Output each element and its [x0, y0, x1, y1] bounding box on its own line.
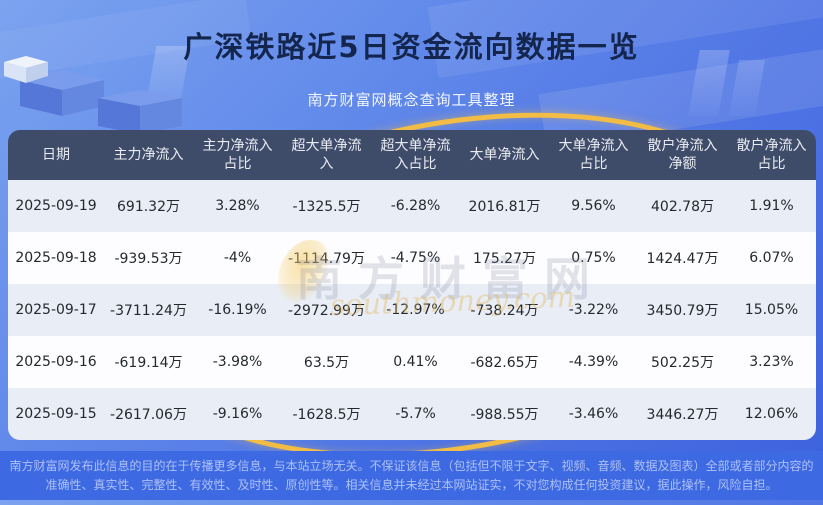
- value-cell: -4.75%: [390, 250, 441, 266]
- table-row: 2025-09-18 -939.53万 -4% -1114.79万 -4.75% 175.…: [8, 232, 816, 284]
- date-cell: 2025-09-16: [15, 354, 97, 370]
- capital-flow-table: 日期 主力净流入 主力净流入占比 超大单净流入 超大单净流入占比 大单净流入 大单净流入占比…: [8, 130, 816, 440]
- date-cell: 2025-09-19: [15, 198, 97, 214]
- date-cell: 2025-09-15: [15, 406, 97, 422]
- value-cell: 3.23%: [749, 354, 794, 370]
- value-cell: -4.39%: [568, 354, 619, 370]
- value-cell: -988.55万: [470, 407, 539, 423]
- value-cell: -1325.5万: [292, 199, 361, 215]
- table-header-row: 日期 主力净流入 主力净流入占比 超大单净流入 超大单净流入占比 大单净流入 大单净流入占比…: [8, 130, 816, 180]
- column-header: 日期: [42, 146, 70, 163]
- value-cell: -682.65万: [470, 355, 539, 371]
- value-cell: -9.16%: [212, 406, 263, 422]
- value-cell: 9.56%: [571, 198, 616, 214]
- value-cell: -3.46%: [568, 406, 619, 422]
- page-header: 广深铁路近5日资金流向数据一览 南方财富网概念查询工具整理: [0, 0, 823, 130]
- footer-disclaimer: 南方财富网发布此信息的目的在于传播更多信息，与本站立场无关。不保证该信息（包括但…: [0, 451, 823, 500]
- column-header: 散户净流入净额: [647, 137, 718, 172]
- date-cell: 2025-09-18: [15, 250, 97, 266]
- value-cell: -1628.5万: [292, 407, 361, 423]
- table-row: 2025-09-17 -3711.24万 -16.19% -2972.99万 -12.9…: [8, 284, 816, 336]
- value-cell: 63.5万: [303, 355, 350, 371]
- value-cell: 0.41%: [393, 354, 438, 370]
- column-header: 大单净流入: [469, 146, 540, 163]
- value-cell: -16.19%: [208, 302, 267, 318]
- value-cell: 502.25万: [651, 355, 714, 371]
- value-cell: -619.14万: [114, 355, 183, 371]
- value-cell: 402.78万: [651, 199, 714, 215]
- column-header: 超大单净流入: [291, 137, 362, 172]
- value-cell: 2016.81万: [468, 199, 541, 215]
- value-cell: 6.07%: [749, 250, 794, 266]
- table-row: 2025-09-19 691.32万 3.28% -1325.5万 -6.28% 2016…: [8, 180, 816, 232]
- light-streak: [427, 0, 823, 79]
- value-cell: 175.27万: [473, 251, 536, 267]
- value-cell: 3.28%: [215, 198, 260, 214]
- value-cell: -2617.06万: [110, 407, 187, 423]
- value-cell: -1114.79万: [288, 251, 365, 267]
- value-cell: 0.75%: [571, 250, 616, 266]
- value-cell: -3.22%: [568, 302, 619, 318]
- page-subtitle: 南方财富网概念查询工具整理: [307, 91, 516, 109]
- value-cell: -738.24万: [470, 303, 539, 319]
- value-cell: -3711.24万: [110, 303, 187, 319]
- column-header: 主力净流入: [113, 146, 184, 163]
- value-cell: 3446.27万: [646, 407, 719, 423]
- page-title: 广深铁路近5日资金流向数据一览: [183, 30, 640, 64]
- value-cell: -12.97%: [386, 302, 445, 318]
- table-body: 2025-09-19 691.32万 3.28% -1325.5万 -6.28% 2016…: [8, 180, 816, 440]
- date-cell: 2025-09-17: [15, 302, 97, 318]
- glass-panel-decoration: [729, 60, 765, 116]
- table-row: 2025-09-16 -619.14万 -3.98% 63.5万 0.41% -682.6…: [8, 336, 816, 388]
- value-cell: -3.98%: [212, 354, 263, 370]
- value-cell: 12.06%: [744, 406, 799, 422]
- value-cell: -4%: [223, 250, 252, 266]
- podium-illustration: [4, 56, 182, 134]
- value-cell: 15.05%: [744, 302, 799, 318]
- light-streak: [0, 0, 252, 89]
- column-header: 散户净流入占比: [736, 137, 807, 172]
- value-cell: 1.91%: [749, 198, 794, 214]
- column-header: 主力净流入占比: [202, 137, 273, 172]
- value-cell: 3450.79万: [646, 303, 719, 319]
- glass-panel-decoration: [688, 50, 730, 116]
- value-cell: 1424.47万: [646, 251, 719, 267]
- value-cell: -2972.99万: [288, 303, 365, 319]
- table-row: 2025-09-15 -2617.06万 -9.16% -1628.5万 -5.7% -9…: [8, 388, 816, 440]
- column-header: 大单净流入占比: [558, 137, 629, 172]
- value-cell: 691.32万: [117, 199, 180, 215]
- column-header: 超大单净流入占比: [380, 137, 451, 172]
- value-cell: -939.53万: [114, 251, 183, 267]
- glass-panel-decoration: [143, 46, 191, 118]
- value-cell: -6.28%: [390, 198, 441, 214]
- value-cell: -5.7%: [395, 406, 436, 422]
